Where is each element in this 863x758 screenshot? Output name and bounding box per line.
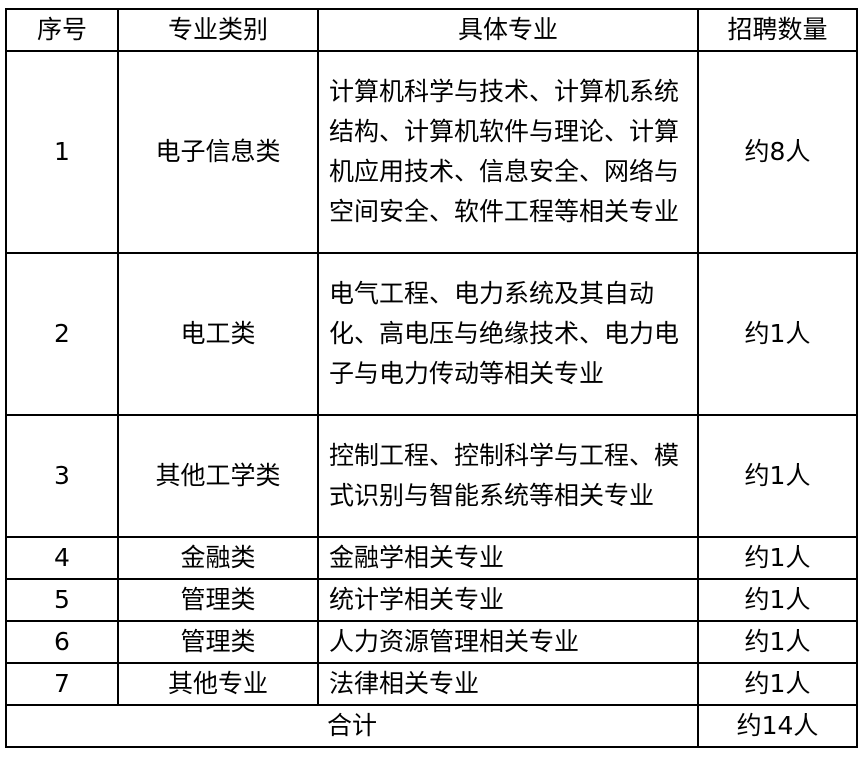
table-row: 4 金融类 金融学相关专业 约1人 [5, 536, 858, 580]
table-row: 2 电工类 电气工程、电力系统及其自动化、高电压与绝缘技术、电力电子与电力传动等… [5, 252, 858, 416]
table-row: 6 管理类 人力资源管理相关专业 约1人 [5, 620, 858, 664]
header-majors: 具体专业 [317, 8, 699, 52]
table-row: 5 管理类 统计学相关专业 约1人 [5, 578, 858, 622]
row-majors: 法律相关专业 [317, 662, 699, 706]
row-majors: 人力资源管理相关专业 [317, 620, 699, 664]
total-label: 合计 [5, 704, 699, 748]
row-category: 管理类 [117, 620, 319, 664]
row-no: 2 [5, 252, 119, 416]
row-category: 电工类 [117, 252, 319, 416]
row-category: 电子信息类 [117, 50, 319, 254]
row-count: 约1人 [697, 252, 858, 416]
row-no: 1 [5, 50, 119, 254]
row-majors: 电气工程、电力系统及其自动化、高电压与绝缘技术、电力电子与电力传动等相关专业 [317, 252, 699, 416]
row-majors: 计算机科学与技术、计算机系统结构、计算机软件与理论、计算机应用技术、信息安全、网… [317, 50, 699, 254]
row-majors: 控制工程、控制科学与工程、模式识别与智能系统等相关专业 [317, 414, 699, 538]
row-majors: 金融学相关专业 [317, 536, 699, 580]
header-category: 专业类别 [117, 8, 319, 52]
row-majors: 统计学相关专业 [317, 578, 699, 622]
row-count: 约1人 [697, 536, 858, 580]
row-category: 其他工学类 [117, 414, 319, 538]
header-row: 序号 专业类别 具体专业 招聘数量 [5, 8, 858, 52]
table-row: 7 其他专业 法律相关专业 约1人 [5, 662, 858, 706]
row-no: 5 [5, 578, 119, 622]
table-row: 1 电子信息类 计算机科学与技术、计算机系统结构、计算机软件与理论、计算机应用技… [5, 50, 858, 254]
total-row: 合计 约14人 [5, 704, 858, 748]
row-count: 约1人 [697, 662, 858, 706]
recruitment-table: 序号 专业类别 具体专业 招聘数量 1 电子信息类 计算机科学与技术、计算机系统… [5, 8, 858, 748]
row-no: 4 [5, 536, 119, 580]
row-category: 金融类 [117, 536, 319, 580]
row-no: 7 [5, 662, 119, 706]
row-no: 6 [5, 620, 119, 664]
table-row: 3 其他工学类 控制工程、控制科学与工程、模式识别与智能系统等相关专业 约1人 [5, 414, 858, 538]
row-count: 约1人 [697, 578, 858, 622]
row-category: 管理类 [117, 578, 319, 622]
row-count: 约8人 [697, 50, 858, 254]
row-count: 约1人 [697, 620, 858, 664]
row-count: 约1人 [697, 414, 858, 538]
header-count: 招聘数量 [697, 8, 858, 52]
header-no: 序号 [5, 8, 119, 52]
total-count: 约14人 [697, 704, 858, 748]
row-no: 3 [5, 414, 119, 538]
row-category: 其他专业 [117, 662, 319, 706]
